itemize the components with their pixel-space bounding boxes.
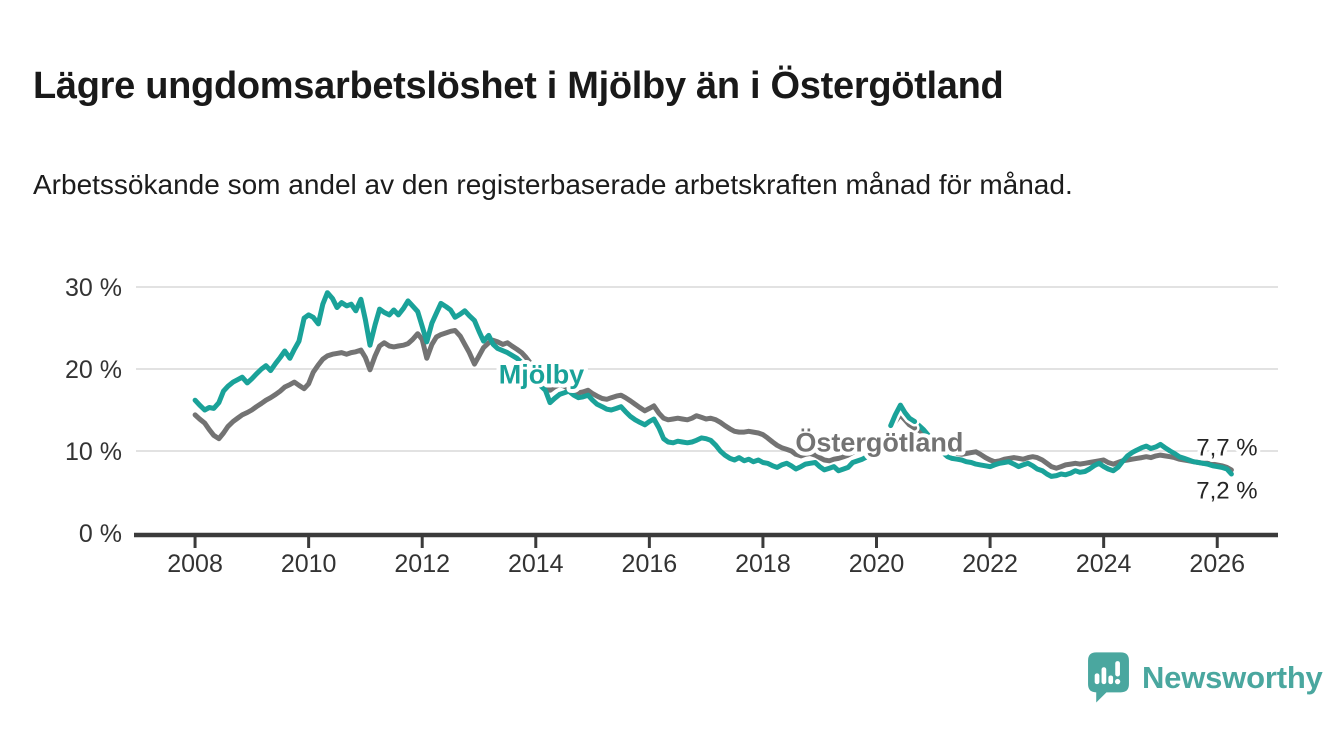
x-tick-label: 2012 — [394, 550, 450, 578]
chart-subtitle: Arbetssökande som andel av den registerb… — [33, 169, 1073, 200]
x-tick-label: 2024 — [1076, 550, 1132, 578]
end-value-label-mjölby: 7,2 % — [1196, 477, 1257, 504]
x-tick-label: 2014 — [508, 550, 564, 578]
series-label-östergötland: Östergötland — [795, 427, 963, 457]
y-tick-label: 0 % — [79, 520, 122, 548]
x-tick-label: 2022 — [962, 550, 1018, 578]
y-tick-label: 30 % — [65, 274, 122, 302]
x-tick-label: 2020 — [849, 550, 905, 578]
y-tick-label: 10 % — [65, 438, 122, 466]
series-line-mjölby — [192, 290, 1234, 479]
x-tick-label: 2018 — [735, 550, 791, 578]
x-tick-label: 2026 — [1189, 550, 1245, 578]
series-line-östergötland — [192, 328, 1234, 473]
series-label-mjölby: Mjölby — [499, 360, 585, 390]
newsworthy-wordmark: Newsworthy — [1142, 660, 1323, 695]
x-tick-label: 2010 — [281, 550, 337, 578]
end-value-label-östergötland: 7,7 % — [1196, 435, 1257, 462]
newsworthy-icon — [1088, 652, 1129, 703]
spike-overlay-mjölby — [888, 402, 918, 429]
page-title: Lägre ungdomsarbetslöshet i Mjölby än i … — [33, 65, 1004, 108]
x-tick-label: 2008 — [167, 550, 223, 578]
newsworthy-logo: Newsworthy — [1086, 650, 1323, 706]
x-tick-label: 2016 — [622, 550, 678, 578]
y-tick-label: 20 % — [65, 356, 122, 384]
